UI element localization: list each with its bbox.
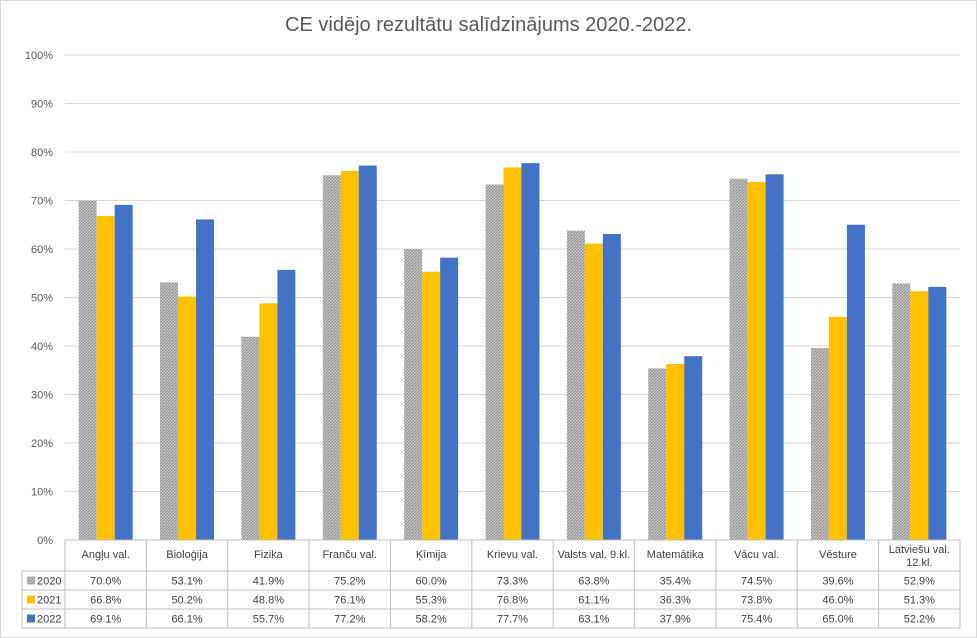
data-label-2022-10: 52.2% xyxy=(904,614,935,626)
data-label-2020-8: 74.5% xyxy=(741,576,772,588)
bar-2021-7 xyxy=(666,363,685,540)
y-tick-label: 80% xyxy=(31,147,53,159)
category-label: 12.kl. xyxy=(906,557,932,569)
data-label-2020-5: 73.3% xyxy=(497,576,528,588)
bar-2021-3 xyxy=(340,170,359,541)
bar-2021-4 xyxy=(422,271,441,540)
bar-2022-4 xyxy=(440,257,459,540)
data-label-2020-10: 52.9% xyxy=(904,576,935,588)
category-label: Vēsture xyxy=(819,549,857,561)
y-tick-label: 100% xyxy=(25,50,53,62)
category-label: Matemātika xyxy=(647,549,705,561)
bar-2022-2 xyxy=(277,269,296,540)
bar-2021-1 xyxy=(178,296,197,540)
bar-2022-8 xyxy=(765,174,784,540)
legend-label-2020: 2020 xyxy=(37,576,61,588)
data-label-2021-0: 66.8% xyxy=(90,595,121,607)
data-label-2021-7: 36.3% xyxy=(660,595,691,607)
bar-2020-9 xyxy=(810,347,829,540)
bar-2020-2 xyxy=(241,336,260,540)
bar-2020-6 xyxy=(566,230,585,540)
bar-2022-0 xyxy=(114,204,133,541)
data-label-2022-4: 58.2% xyxy=(416,614,447,626)
data-label-2021-2: 48.8% xyxy=(253,595,284,607)
y-tick-label: 20% xyxy=(31,438,53,450)
bar-2022-10 xyxy=(928,286,947,540)
data-label-2022-2: 55.7% xyxy=(253,614,284,626)
legend-label-2022: 2022 xyxy=(37,614,61,626)
bar-2020-4 xyxy=(404,249,423,540)
data-label-2022-9: 65.0% xyxy=(822,614,853,626)
data-label-2020-7: 35.4% xyxy=(660,576,691,588)
y-tick-label: 0% xyxy=(37,535,53,547)
data-label-2022-8: 75.4% xyxy=(741,614,772,626)
bar-2020-7 xyxy=(648,368,667,540)
bar-2021-10 xyxy=(910,291,929,540)
bar-2021-0 xyxy=(96,216,115,540)
category-label: Fizika xyxy=(254,549,284,561)
chart-title: CE vidējo rezultātu salīdzinājums 2020.-… xyxy=(285,14,692,36)
y-tick-label: 10% xyxy=(31,487,53,499)
data-label-2021-4: 55.3% xyxy=(416,595,447,607)
legend-key-2022 xyxy=(27,614,35,623)
data-label-2021-6: 61.1% xyxy=(578,595,609,607)
data-label-2020-4: 60.0% xyxy=(416,576,447,588)
data-label-2022-5: 77.7% xyxy=(497,614,528,626)
bar-2022-5 xyxy=(521,163,540,540)
data-label-2020-6: 63.8% xyxy=(578,576,609,588)
bar-2020-1 xyxy=(160,282,179,540)
legend-label-2021: 2021 xyxy=(37,595,61,607)
bar-2020-3 xyxy=(322,175,341,540)
data-label-2021-3: 76.1% xyxy=(334,595,365,607)
legend-key-2021 xyxy=(27,595,35,604)
data-label-2021-10: 51.3% xyxy=(904,595,935,607)
category-label: Bioloģija xyxy=(166,548,208,561)
data-label-2022-3: 77.2% xyxy=(334,614,365,626)
category-label: Vācu val. xyxy=(734,549,779,561)
bar-2022-3 xyxy=(358,165,377,540)
category-label: Angļu val. xyxy=(82,549,130,561)
y-tick-label: 40% xyxy=(31,341,53,353)
bar-2021-5 xyxy=(503,167,522,540)
bar-2022-6 xyxy=(602,233,621,540)
bar-2022-9 xyxy=(846,224,865,540)
category-label: Franču val. xyxy=(323,549,377,561)
bar-2021-9 xyxy=(828,316,847,540)
data-label-2022-1: 66.1% xyxy=(171,614,202,626)
bar-2020-0 xyxy=(78,200,97,540)
y-tick-label: 30% xyxy=(31,390,53,402)
data-label-2021-5: 76.8% xyxy=(497,595,528,607)
category-label: Latviešu val. xyxy=(889,544,950,556)
bar-2020-10 xyxy=(892,283,911,540)
bar-2021-6 xyxy=(584,243,603,541)
data-label-2021-1: 50.2% xyxy=(171,595,202,607)
y-tick-label: 70% xyxy=(31,196,53,208)
data-label-2020-3: 75.2% xyxy=(334,576,365,588)
category-label: Ķīmija xyxy=(416,549,447,561)
data-label-2022-0: 69.1% xyxy=(90,614,121,626)
data-label-2021-8: 73.8% xyxy=(741,595,772,607)
bar-2020-8 xyxy=(729,178,748,541)
legend-key-2020 xyxy=(27,576,35,585)
data-label-2020-9: 39.6% xyxy=(822,576,853,588)
y-tick-label: 50% xyxy=(31,293,53,305)
data-label-2020-0: 70.0% xyxy=(90,576,121,588)
data-label-2020-1: 53.1% xyxy=(171,576,202,588)
data-label-2022-6: 63.1% xyxy=(578,614,609,626)
y-tick-label: 60% xyxy=(31,244,53,256)
data-label-2022-7: 37.9% xyxy=(660,614,691,626)
bar-2021-8 xyxy=(747,182,766,540)
category-label: Krievu val. xyxy=(487,549,538,561)
bar-2022-1 xyxy=(196,219,215,541)
category-label: Valsts val. 9.kl. xyxy=(558,549,631,561)
bar-2022-7 xyxy=(684,356,703,540)
bar-2020-5 xyxy=(485,184,504,540)
y-tick-label: 90% xyxy=(31,99,53,111)
data-label-2020-2: 41.9% xyxy=(253,576,284,588)
bar-2021-2 xyxy=(259,303,278,540)
data-label-2021-9: 46.0% xyxy=(822,595,853,607)
